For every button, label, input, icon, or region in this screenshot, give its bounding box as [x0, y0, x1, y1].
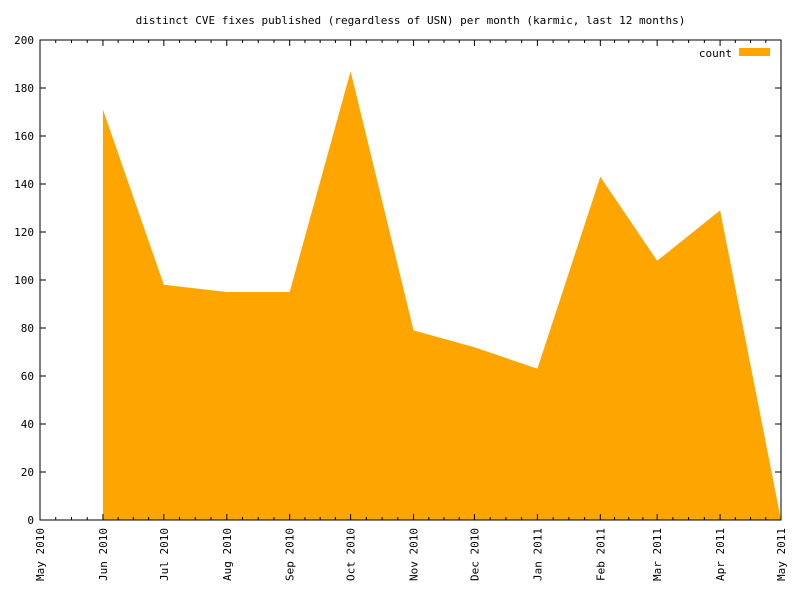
y-tick-label: 100 [14, 274, 34, 287]
x-tick-label: Jul 2010 [158, 528, 171, 581]
x-tick-label: Nov 2010 [408, 528, 421, 581]
x-axis: May 2010 Jun 2010 Jul 2010 Aug 2010 Sep 2010… [34, 40, 788, 581]
plot-frame [39, 39, 782, 521]
x-tick-label: Mar 2011 [651, 528, 664, 581]
y-tick-label: 160 [14, 130, 34, 143]
plot-area [102, 71, 782, 521]
x-tick-label: Aug 2010 [221, 528, 234, 581]
x-tick-label: Oct 2010 [345, 528, 358, 581]
chart-title: distinct CVE fixes published (regardless… [136, 14, 686, 27]
legend: count [699, 47, 770, 60]
y-tick-label: 180 [14, 82, 34, 95]
series-count-area [102, 71, 781, 520]
x-tick-label: Dec 2010 [468, 528, 481, 581]
x-tick-label: Jun 2010 [97, 528, 110, 581]
x-tick-label: Apr 2011 [714, 528, 727, 581]
x-tick-label: May 2011 [775, 528, 788, 581]
legend-swatch [739, 48, 770, 56]
x-tick-label: Feb 2011 [594, 528, 607, 581]
y-tick-label: 140 [14, 178, 34, 191]
y-tick-label: 80 [21, 322, 34, 335]
y-tick-label: 20 [21, 466, 34, 479]
x-tick-label: Sep 2010 [284, 528, 297, 581]
y-tick-label: 40 [21, 418, 34, 431]
x-tick-label: Jan 2011 [531, 528, 544, 581]
y-tick-label: 200 [14, 34, 34, 47]
x-tick-label: May 2010 [34, 528, 47, 581]
y-tick-label: 0 [27, 514, 34, 527]
y-tick-label: 120 [14, 226, 34, 239]
legend-label: count [699, 47, 732, 60]
y-tick-label: 60 [21, 370, 34, 383]
